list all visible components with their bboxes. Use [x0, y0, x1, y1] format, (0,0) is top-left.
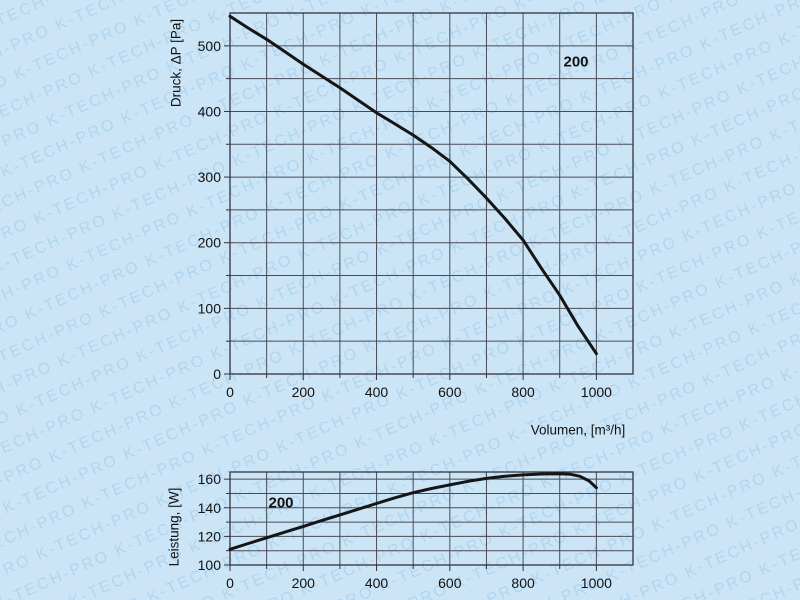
plot-frame	[229, 12, 634, 375]
x-tick-label: 1000	[581, 384, 612, 400]
fan-power-curve-line	[228, 472, 598, 551]
x-tick-label: 400	[365, 384, 389, 400]
y-tick-label: 300	[198, 169, 222, 185]
y-tick-label: 0	[213, 366, 221, 382]
x-tick-label: 0	[226, 384, 234, 400]
y-tick-label: 400	[198, 103, 222, 119]
x-tick-label: 200	[292, 575, 316, 591]
x-tick-label: 1000	[581, 575, 612, 591]
pressure-y-axis-title: Druck, ΔP [Pa]	[168, 18, 184, 108]
y-tick-label: 200	[198, 235, 222, 251]
y-tick-label: 100	[198, 557, 222, 573]
power-y-axis-title: Leistung, [W]	[166, 487, 182, 567]
pressure-x-axis-title: Volumen, [m³/h]	[530, 422, 626, 438]
x-tick-label: 600	[438, 575, 462, 591]
x-tick-label: 800	[511, 384, 535, 400]
power-series-label-200: 200	[268, 494, 294, 512]
y-tick-label: 120	[198, 528, 222, 544]
x-tick-label: 0	[226, 575, 234, 591]
x-tick-label: 200	[292, 384, 316, 400]
x-tick-label: 800	[511, 575, 535, 591]
plot-frame	[229, 471, 634, 566]
fan-pressure-curve-line	[228, 14, 598, 356]
y-tick-label: 500	[198, 38, 222, 54]
y-tick-label: 100	[198, 300, 222, 316]
y-tick-label: 140	[198, 500, 222, 516]
x-tick-label: 600	[438, 384, 462, 400]
pressure-series-label-200: 200	[563, 53, 589, 71]
y-tick-label: 160	[198, 471, 222, 487]
x-tick-label: 400	[365, 575, 389, 591]
